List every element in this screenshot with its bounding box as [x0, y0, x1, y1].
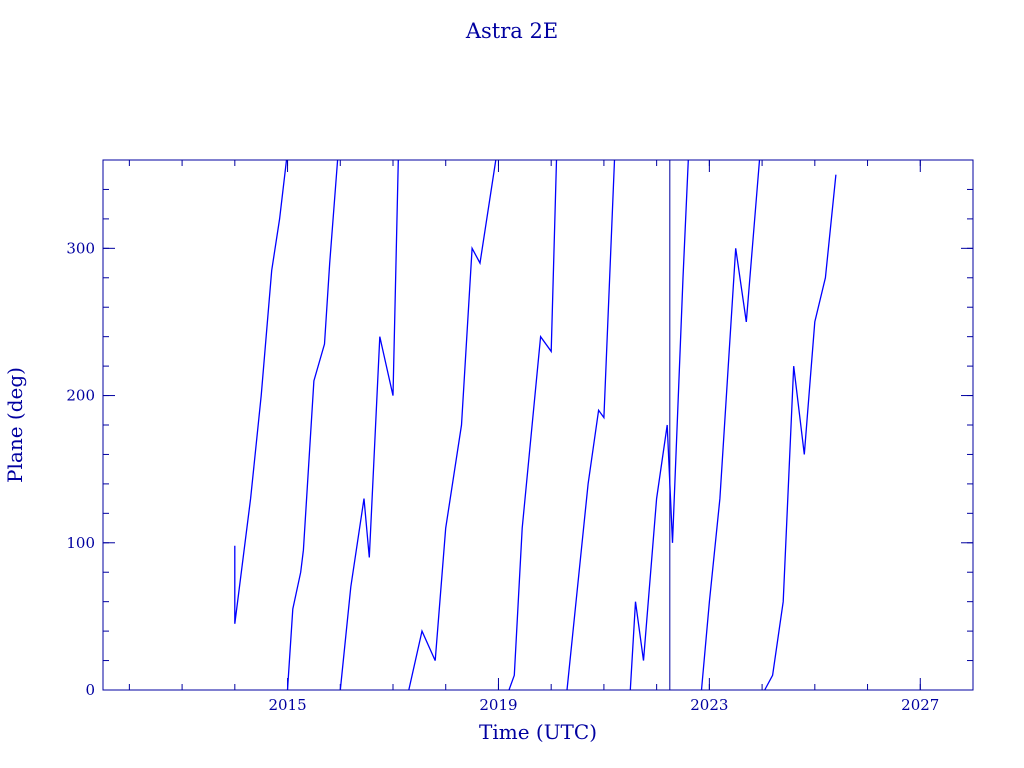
y-tick-label: 100 [66, 534, 95, 552]
tick-labels: 2015 2019 2023 2027 0 100 200 300 [66, 239, 939, 714]
axis-ticks [103, 159, 974, 691]
y-axis-label: Plane (deg) [3, 367, 27, 483]
y-tick-label: 0 [85, 681, 95, 699]
plot-frame [102, 159, 974, 691]
y-tick-label: 300 [66, 239, 95, 257]
chart-title: Astra 2E [465, 19, 558, 43]
series-lines [234, 159, 837, 691]
x-tick-label: 2015 [268, 696, 306, 714]
x-tick-label: 2019 [479, 696, 517, 714]
series-line [234, 159, 837, 691]
x-axis-label: Time (UTC) [479, 720, 597, 744]
x-tick-label: 2023 [690, 696, 728, 714]
y-tick-label: 200 [66, 387, 95, 405]
x-tick-label: 2027 [901, 696, 939, 714]
